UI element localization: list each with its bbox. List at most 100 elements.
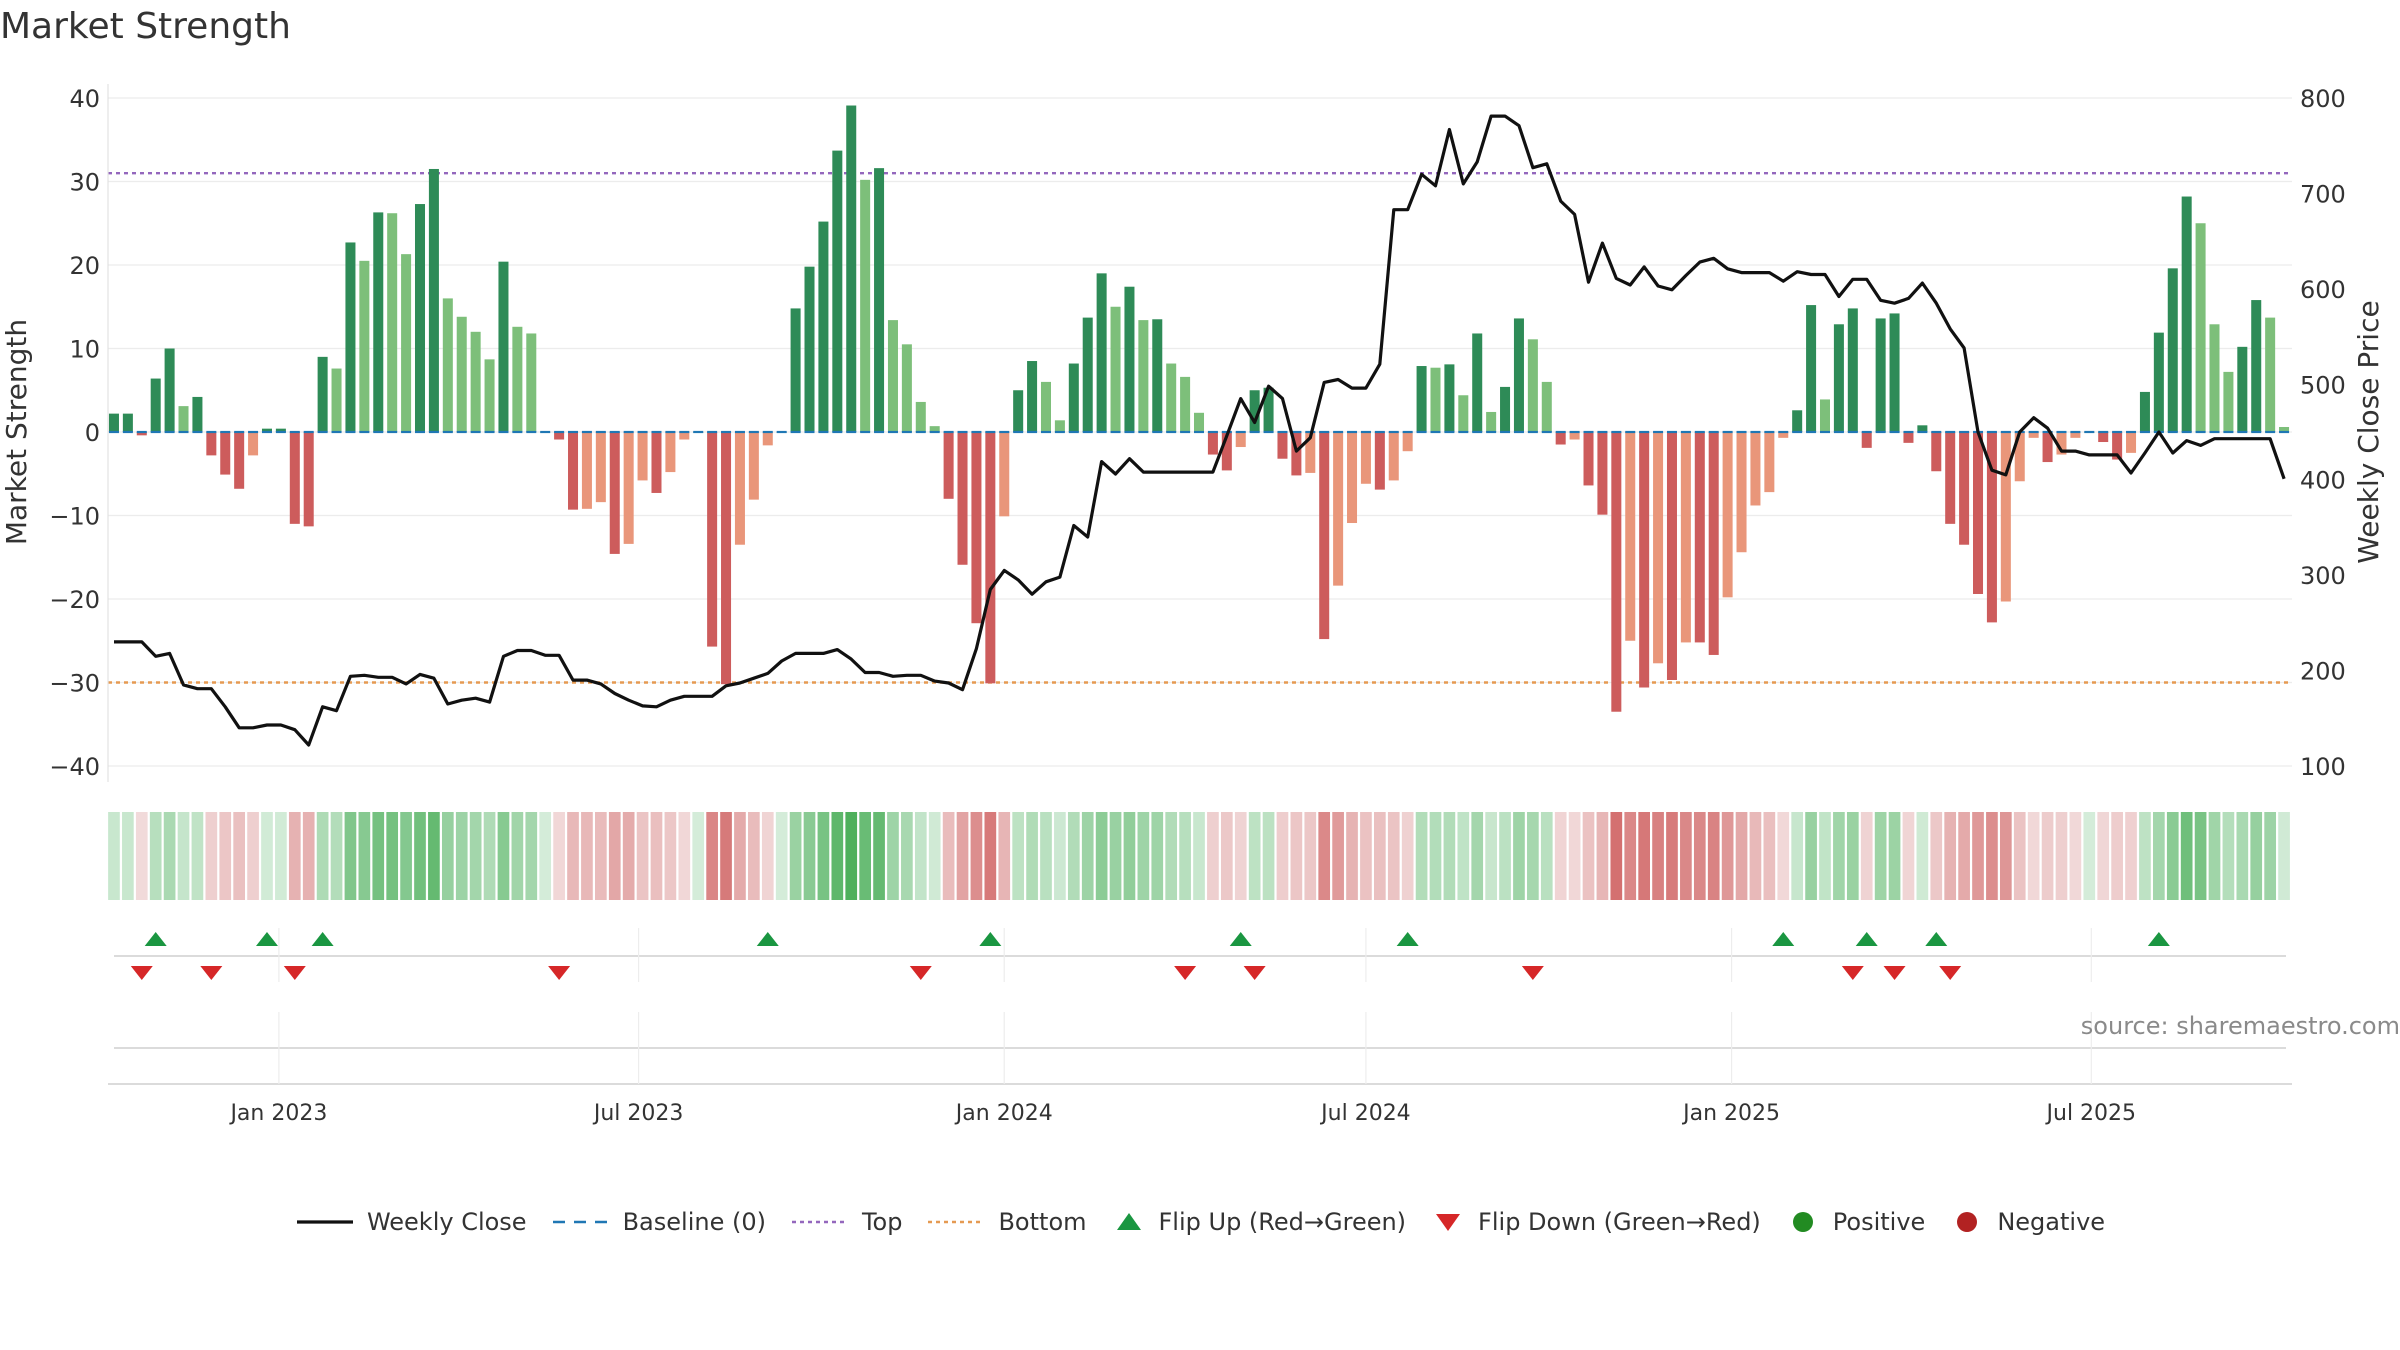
strength-bar (512, 326, 523, 432)
heat-cell (1234, 812, 1247, 900)
heat-cell (845, 812, 858, 900)
flip-down-marker (1883, 966, 1906, 980)
x-tick-label: Jul 2023 (592, 1101, 684, 1126)
strength-bar (804, 266, 815, 432)
strength-heat-strip (108, 812, 2290, 900)
heat-cell (441, 812, 454, 900)
strength-bar (2000, 432, 2011, 602)
strength-bar (1180, 376, 1191, 432)
heat-cell (149, 812, 162, 900)
heat-cell (2264, 812, 2276, 900)
strength-bar (651, 432, 662, 493)
strength-bar (971, 432, 982, 624)
strength-bar (2112, 432, 2123, 460)
strength-bar (1847, 308, 1858, 432)
heat-cell (2097, 812, 2110, 900)
heat-cell (1763, 812, 1776, 900)
strength-bar (1625, 432, 1636, 641)
heat-cell (1735, 812, 1748, 900)
y2-tick-label: 500 (2300, 371, 2346, 399)
heat-cell (1902, 812, 1915, 900)
heat-cell (636, 812, 649, 900)
heat-cell (1666, 812, 1678, 900)
strength-bar (2209, 324, 2220, 432)
y2-tick-label: 600 (2300, 276, 2346, 304)
flip-down-marker (1939, 966, 1962, 980)
strength-bar (2042, 432, 2053, 463)
heat-cell (1986, 812, 1998, 900)
heat-cell (901, 812, 913, 900)
heat-cell (1693, 812, 1706, 900)
heat-cell (191, 812, 204, 900)
strength-bar (1277, 432, 1288, 459)
heat-cell (330, 812, 343, 900)
heat-cell (1527, 812, 1539, 900)
heat-cell (567, 812, 579, 900)
flip-down-marker (1243, 966, 1266, 980)
strength-bar (1486, 411, 1497, 432)
heat-cell (483, 812, 496, 900)
strength-bar (414, 204, 426, 432)
strength-bar (721, 432, 732, 685)
legend-negative: Negative (1949, 1208, 2105, 1236)
x-axis: Jan 2023 Jul 2023 Jan 2024 Jul 2024 Jan 2025… (108, 928, 2292, 1126)
strength-bar (108, 413, 119, 432)
strength-bar (289, 432, 300, 524)
flip-down-icon (1436, 1214, 1461, 1231)
heat-cell (219, 812, 232, 900)
heat-cell (1540, 812, 1553, 900)
reference-lines (108, 171, 2292, 684)
negative-dot-icon (1957, 1212, 1978, 1232)
heat-cell (2153, 812, 2165, 900)
heat-cell (1582, 812, 1595, 900)
strength-bar (1110, 306, 1121, 432)
legend-label: Positive (1832, 1208, 1926, 1236)
strength-bar (595, 432, 606, 503)
flip-up-marker (255, 932, 278, 946)
strength-bar (832, 150, 843, 433)
heat-cell (2208, 812, 2221, 900)
heat-cell (622, 812, 635, 900)
heat-cell (1777, 812, 1790, 900)
heat-cell (1513, 812, 1525, 900)
legend: Weekly Close Baseline (0) Top Bottom Fli… (0, 1208, 2400, 1236)
flip-down-marker (1174, 966, 1197, 980)
heat-cell (1165, 812, 1178, 900)
heat-cell (1040, 812, 1052, 900)
strength-bar (1583, 432, 1594, 486)
heat-cell (998, 812, 1011, 900)
legend-positive: Positive (1785, 1208, 1926, 1236)
strength-bar (2028, 432, 2039, 438)
legend-label: Flip Down (Green→Red) (1478, 1208, 1761, 1236)
strength-bar (901, 344, 912, 432)
strength-bar (261, 428, 272, 432)
heat-cell (1262, 812, 1275, 900)
flip-up-marker (1229, 932, 1252, 946)
strength-bar (1138, 320, 1149, 432)
heat-cell (1123, 812, 1136, 900)
strength-bar (206, 432, 217, 456)
flip-up-marker (144, 932, 167, 946)
strength-bar (1152, 319, 1163, 432)
heat-cell (414, 812, 426, 900)
strength-bar (150, 378, 161, 432)
strength-bar (484, 359, 495, 432)
heat-cell (247, 812, 259, 900)
heat-cell (650, 812, 663, 900)
strength-bar (1096, 273, 1107, 432)
strength-bar (1416, 366, 1427, 432)
strength-bar (860, 179, 871, 432)
heat-cell (2278, 812, 2290, 900)
strength-bar (1040, 381, 1051, 432)
heat-cell (1290, 812, 1303, 900)
strength-bar (1166, 363, 1177, 432)
heat-cell (358, 812, 371, 900)
heat-cell (1318, 812, 1331, 900)
flip-up-icon (1116, 1213, 1141, 1230)
strength-bar (846, 105, 857, 432)
heat-cell (1109, 812, 1122, 900)
strength-bar (637, 432, 648, 481)
heat-cell (1874, 812, 1887, 900)
heat-cell (1346, 812, 1358, 900)
strength-bar (1082, 317, 1093, 432)
